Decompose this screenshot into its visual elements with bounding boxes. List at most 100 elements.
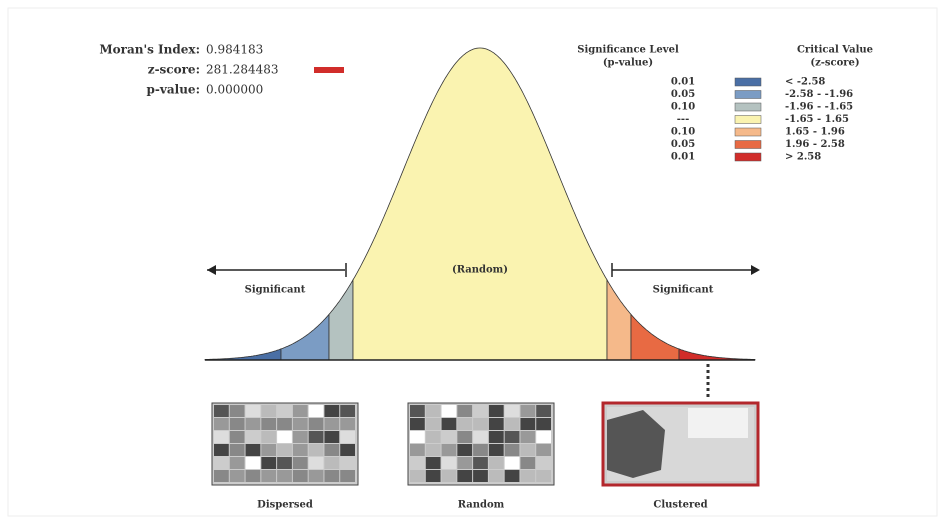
- map-cell: [489, 431, 504, 443]
- map-cell: [505, 457, 520, 469]
- map-cell: [230, 470, 245, 482]
- map-cell: [277, 431, 292, 443]
- p-value: 0.10: [671, 127, 695, 138]
- map-cell: [277, 405, 292, 417]
- map-cell: [261, 405, 276, 417]
- map-cell: [536, 418, 551, 430]
- map-cell: [293, 470, 308, 482]
- map-cell: [473, 418, 488, 430]
- legend-header: Critical Value: [797, 45, 873, 56]
- map-cell: [442, 405, 457, 417]
- map-cell: [536, 405, 551, 417]
- map-cell: [505, 431, 520, 443]
- swatch: [735, 91, 761, 99]
- map-cell: [214, 405, 229, 417]
- map-cell: [277, 418, 292, 430]
- map-cell: [426, 418, 441, 430]
- map-cell: [442, 431, 457, 443]
- critical-value: 1.96 - 2.58: [785, 139, 845, 150]
- map-cell: [489, 457, 504, 469]
- map-cell: [536, 457, 551, 469]
- critical-value: -2.58 - -1.96: [785, 89, 853, 100]
- stat-label: Moran's Index:: [99, 43, 200, 57]
- map-cell: [309, 444, 324, 456]
- map-cell: [410, 444, 425, 456]
- map-cell: [536, 444, 551, 456]
- map-cell: [261, 431, 276, 443]
- map-cell: [489, 405, 504, 417]
- stat-value: 0.984183: [206, 43, 263, 57]
- map-cell: [489, 418, 504, 430]
- map-cell: [340, 470, 355, 482]
- map-cell: [489, 444, 504, 456]
- pattern-label: Dispersed: [257, 500, 313, 511]
- map-cell: [505, 418, 520, 430]
- map-cell: [457, 444, 472, 456]
- p-value: 0.01: [671, 77, 695, 88]
- random-label: (Random): [452, 265, 508, 276]
- map-cell: [473, 444, 488, 456]
- map-cell: [230, 431, 245, 443]
- map-cell: [309, 431, 324, 443]
- map-cell: [426, 457, 441, 469]
- map-cell: [410, 418, 425, 430]
- map-cell: [293, 418, 308, 430]
- map-cell: [324, 470, 339, 482]
- map-cell: [309, 457, 324, 469]
- map-cell: [442, 457, 457, 469]
- map-cell: [340, 444, 355, 456]
- map-cell: [340, 418, 355, 430]
- map-cell: [520, 405, 535, 417]
- significant-right: Significant: [653, 285, 714, 296]
- map-cell: [230, 418, 245, 430]
- map-cell: [277, 470, 292, 482]
- z-marker: [314, 67, 344, 73]
- critical-value: -1.96 - -1.65: [785, 102, 853, 113]
- map-cell: [473, 431, 488, 443]
- p-value: 0.05: [671, 89, 695, 100]
- significant-left: Significant: [245, 285, 306, 296]
- map-cell: [309, 405, 324, 417]
- swatch: [735, 128, 761, 136]
- map-cell: [426, 470, 441, 482]
- map-cell: [324, 405, 339, 417]
- map-cell: [277, 444, 292, 456]
- map-cell: [505, 470, 520, 482]
- p-value: ---: [677, 114, 689, 125]
- critical-value: 1.65 - 1.96: [785, 127, 845, 138]
- map-cell: [536, 470, 551, 482]
- stat-value: 0.000000: [206, 83, 263, 97]
- map-cell: [230, 405, 245, 417]
- map-cell: [457, 418, 472, 430]
- pattern-label: Random: [458, 500, 505, 511]
- stat-value: 281.284483: [206, 63, 279, 77]
- map-cell: [473, 470, 488, 482]
- map-cell: [214, 418, 229, 430]
- map-cell: [520, 457, 535, 469]
- map-cell: [246, 457, 261, 469]
- map-cell: [457, 405, 472, 417]
- map-cell: [261, 444, 276, 456]
- map-cell: [442, 444, 457, 456]
- map-cell: [457, 457, 472, 469]
- map-cell: [230, 457, 245, 469]
- map-cell: [340, 457, 355, 469]
- map-cell: [214, 431, 229, 443]
- map-cell: [426, 444, 441, 456]
- map-cell: [426, 405, 441, 417]
- map-cell: [309, 470, 324, 482]
- map-cell: [442, 470, 457, 482]
- map-cell: [293, 444, 308, 456]
- stat-label: p-value:: [147, 83, 200, 97]
- map-cell: [324, 457, 339, 469]
- map-cell: [261, 418, 276, 430]
- map-cell: [230, 444, 245, 456]
- legend-header: (z-score): [810, 58, 859, 69]
- map-cell: [536, 431, 551, 443]
- map-cell: [505, 405, 520, 417]
- map-cell: [505, 444, 520, 456]
- map-cell: [261, 457, 276, 469]
- legend-header: (p-value): [603, 58, 653, 69]
- map-cluster-light: [688, 408, 748, 438]
- map-cell: [457, 470, 472, 482]
